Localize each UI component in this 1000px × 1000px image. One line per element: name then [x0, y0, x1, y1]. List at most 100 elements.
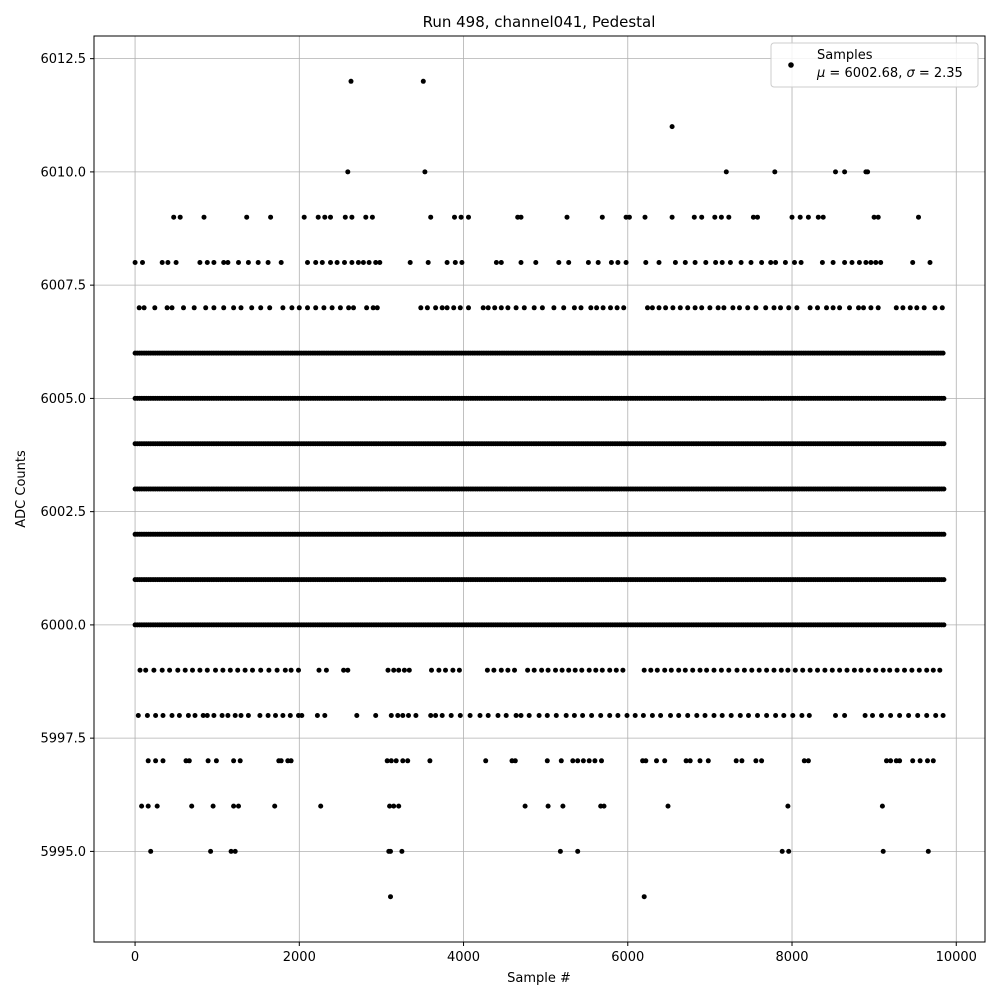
data-point [400, 713, 406, 718]
data-point [937, 667, 943, 673]
data-point [873, 260, 879, 265]
data-point [384, 758, 390, 764]
data-point [842, 713, 848, 718]
data-point [585, 260, 591, 265]
data-point [792, 260, 797, 265]
data-point [727, 260, 733, 265]
data-point [773, 713, 779, 718]
data-point [739, 758, 745, 764]
data-point [225, 260, 231, 265]
x-axis: 0 2000 4000 6000 8000 10000 [131, 942, 977, 965]
data-point [916, 214, 921, 220]
data-point [323, 667, 329, 673]
data-point [726, 667, 732, 673]
data-point [186, 758, 192, 764]
data-point [289, 305, 295, 311]
data-point [649, 305, 655, 311]
data-point [197, 667, 203, 673]
data-point [225, 713, 231, 718]
data-point [888, 713, 894, 718]
data-point [135, 713, 141, 718]
data-point [242, 667, 248, 673]
data-point [318, 803, 324, 809]
data-point [373, 713, 379, 718]
data-point [927, 260, 933, 265]
data-point [181, 305, 186, 311]
data-point [503, 713, 509, 718]
data-point [718, 667, 724, 673]
data-point [480, 305, 486, 311]
data-point [733, 758, 739, 764]
data-point [734, 667, 740, 673]
data-point [865, 169, 871, 175]
data-point [579, 667, 585, 673]
data-point [737, 305, 742, 311]
data-point [571, 713, 577, 718]
data-point [608, 305, 613, 311]
data-point [185, 713, 191, 718]
data-point [450, 667, 456, 673]
data-point [785, 667, 791, 673]
data-point [932, 305, 938, 311]
data-point [518, 214, 524, 220]
y-tick-label: 6012.5 [41, 52, 87, 67]
data-point [236, 803, 241, 809]
data-point [842, 260, 848, 265]
data-point [768, 260, 774, 265]
data-point [772, 169, 778, 175]
data-point [328, 214, 333, 220]
data-point [385, 667, 391, 673]
data-point [699, 305, 705, 311]
data-point [257, 713, 263, 718]
data-point [399, 848, 405, 854]
data-point [930, 667, 936, 673]
data-point [492, 305, 498, 311]
data-point [595, 260, 601, 265]
data-point [933, 713, 939, 718]
data-point [533, 260, 539, 265]
data-point [863, 260, 869, 265]
data-point [145, 758, 151, 764]
data-point [560, 803, 566, 809]
legend-mu-text: = 6002.68, [825, 66, 906, 81]
data-point [148, 848, 154, 854]
data-point [921, 305, 927, 311]
data-point [374, 305, 380, 311]
data-point [466, 214, 471, 220]
data-point [580, 713, 586, 718]
data-point [232, 713, 238, 718]
data-point [444, 260, 450, 265]
data-point [258, 667, 264, 673]
data-point [669, 124, 675, 130]
data-point [539, 305, 545, 311]
data-point [632, 713, 638, 718]
data-point [849, 260, 855, 265]
data-point [563, 713, 569, 718]
data-point [571, 305, 577, 311]
data-point [493, 260, 499, 265]
y-tick-label: 6010.0 [41, 165, 87, 180]
data-point [830, 305, 836, 311]
data-point [705, 758, 711, 764]
data-point [169, 713, 175, 718]
legend-sigma-symbol: σ [906, 66, 915, 81]
x-axis-label: Sample # [507, 971, 571, 986]
data-point [140, 260, 145, 265]
data-point [559, 667, 565, 673]
data-point [815, 305, 820, 311]
data-point [221, 260, 227, 265]
data-point [204, 260, 210, 265]
data-point [278, 758, 284, 764]
data-point [906, 713, 912, 718]
data-point [764, 667, 770, 673]
data-point [457, 713, 463, 718]
data-point [668, 667, 674, 673]
data-point [250, 667, 255, 673]
data-point [439, 713, 445, 718]
data-point [880, 848, 886, 854]
data-point [940, 350, 946, 356]
data-point [396, 667, 402, 673]
data-point [694, 713, 700, 718]
data-point [245, 260, 251, 265]
data-point [354, 713, 360, 718]
